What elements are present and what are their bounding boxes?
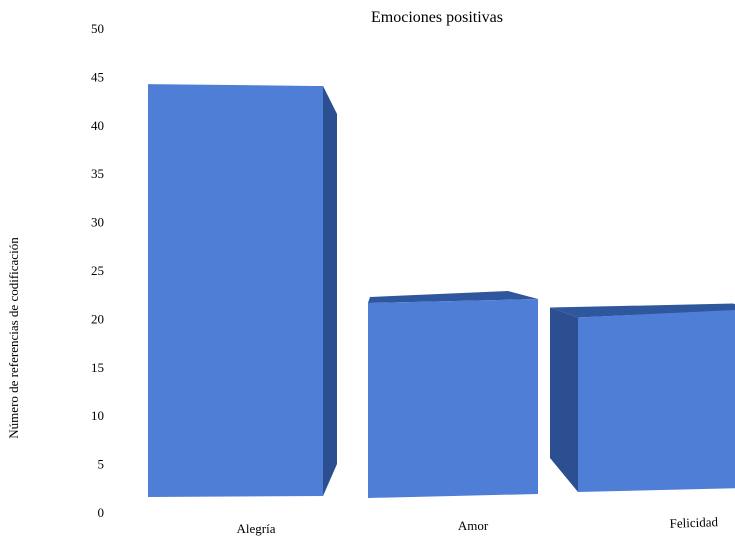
y-tick-label: 5 [98,457,105,472]
bars [148,84,735,498]
bar-felicidad [550,303,735,492]
y-tick-label: 50 [91,21,104,36]
y-tick-label: 40 [91,118,104,133]
y-axis-ticks: 0 5 10 15 20 25 30 35 40 45 50 [91,21,104,520]
y-tick-label: 35 [91,166,104,181]
x-axis-categories: Alegría Amor Felicidad [237,514,719,536]
y-tick-label: 25 [91,263,104,278]
bar-side-face [323,86,337,496]
y-tick-label: 10 [91,408,104,423]
y-tick-label: 30 [91,215,104,230]
y-tick-label: 20 [91,311,104,326]
y-tick-label: 15 [91,360,104,375]
chart-title: Emociones positivas [371,9,503,26]
x-category-label: Amor [458,518,489,533]
bar-amor [368,291,538,498]
bar-front-face [148,84,323,497]
bar-alegría [148,84,337,497]
bar-side-face [550,307,578,492]
bar-top-face [550,303,735,318]
y-tick-label: 45 [91,69,104,84]
y-axis-label: Número de referencias de codificación [6,237,21,439]
bar-front-face [578,309,735,492]
x-category-label: Felicidad [669,514,718,531]
y-tick-label: 0 [98,505,105,520]
bar-front-face [368,299,538,498]
x-category-label: Alegría [237,521,276,536]
